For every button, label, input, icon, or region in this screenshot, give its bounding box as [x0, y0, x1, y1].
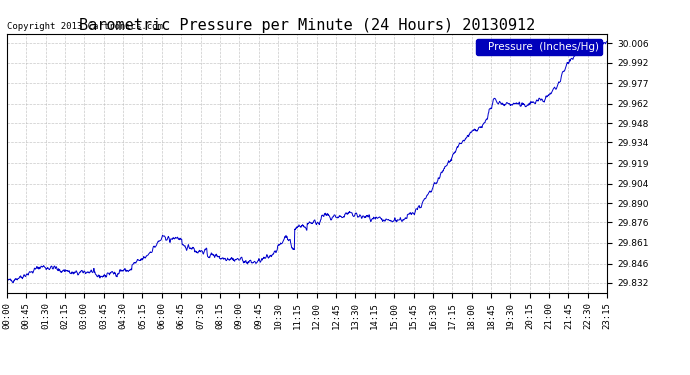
Legend: Pressure  (Inches/Hg): Pressure (Inches/Hg)	[476, 39, 602, 55]
Title: Barometric Pressure per Minute (24 Hours) 20130912: Barometric Pressure per Minute (24 Hours…	[79, 18, 535, 33]
Text: Copyright 2013 Cartronics.com: Copyright 2013 Cartronics.com	[7, 22, 163, 31]
